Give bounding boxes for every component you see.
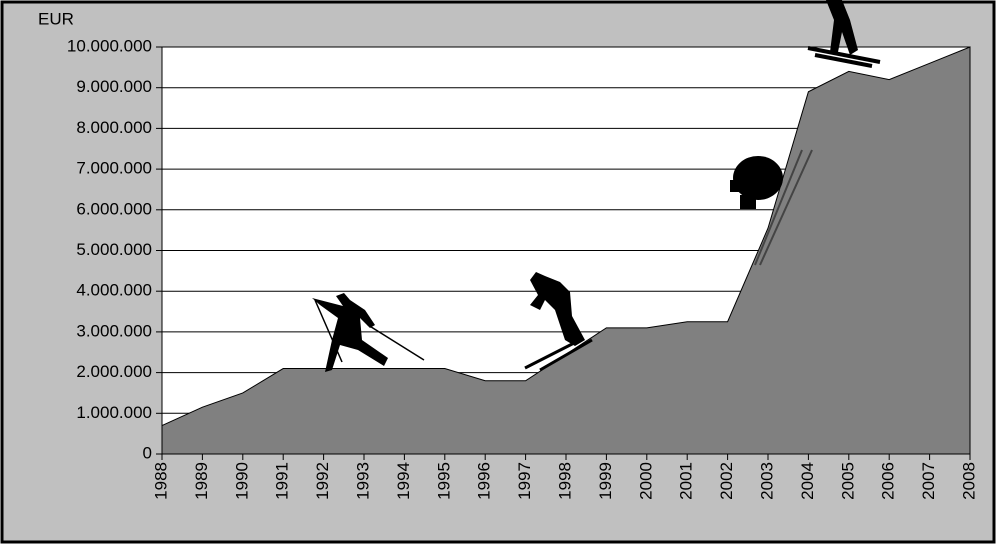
- x-tick-label: 1999: [596, 462, 615, 500]
- x-tick-label: 1995: [434, 462, 453, 500]
- x-tick-label: 1989: [192, 462, 211, 500]
- x-tick-label: 2006: [879, 462, 898, 500]
- y-tick-label: 8.000.000: [76, 118, 152, 137]
- y-tick-label: 0: [143, 443, 152, 462]
- y-axis-label: EUR: [38, 9, 74, 28]
- x-tick-label: 2005: [838, 462, 857, 500]
- y-tick-label: 1.000.000: [76, 403, 152, 422]
- y-tick-label: 2.000.000: [76, 362, 152, 381]
- y-tick-label: 6.000.000: [76, 199, 152, 218]
- skier-silhouette: [730, 180, 750, 192]
- x-tick-label: 2001: [677, 462, 696, 500]
- y-tick-label: 7.000.000: [76, 159, 152, 178]
- x-tick-label: 1998: [555, 462, 574, 500]
- x-tick-label: 2004: [798, 462, 817, 500]
- y-tick-label: 10.000.000: [67, 36, 152, 55]
- x-tick-label: 1994: [394, 462, 413, 500]
- y-tick-label: 3.000.000: [76, 321, 152, 340]
- y-tick-label: 5.000.000: [76, 240, 152, 259]
- skier-silhouette: [733, 156, 783, 200]
- x-tick-label: 2002: [717, 462, 736, 500]
- x-tick-label: 2003: [757, 462, 776, 500]
- x-tick-label: 1996: [475, 462, 494, 500]
- y-tick-label: 9.000.000: [76, 77, 152, 96]
- x-tick-label: 1993: [353, 462, 372, 500]
- x-tick-label: 2008: [959, 462, 978, 500]
- x-tick-label: 1992: [313, 462, 332, 500]
- x-tick-label: 1991: [273, 462, 292, 500]
- skier-silhouette: [740, 195, 756, 209]
- x-tick-label: 2007: [919, 462, 938, 500]
- x-tick-label: 1990: [232, 462, 251, 500]
- x-tick-label: 2000: [636, 462, 655, 500]
- chart: EUR 0 1.000.000 2.000.000 3.000.000 4.000.00…: [0, 0, 996, 544]
- x-tick-label: 1997: [515, 462, 534, 500]
- y-tick-label: 4.000.000: [76, 281, 152, 300]
- x-tick-label: 1988: [151, 462, 170, 500]
